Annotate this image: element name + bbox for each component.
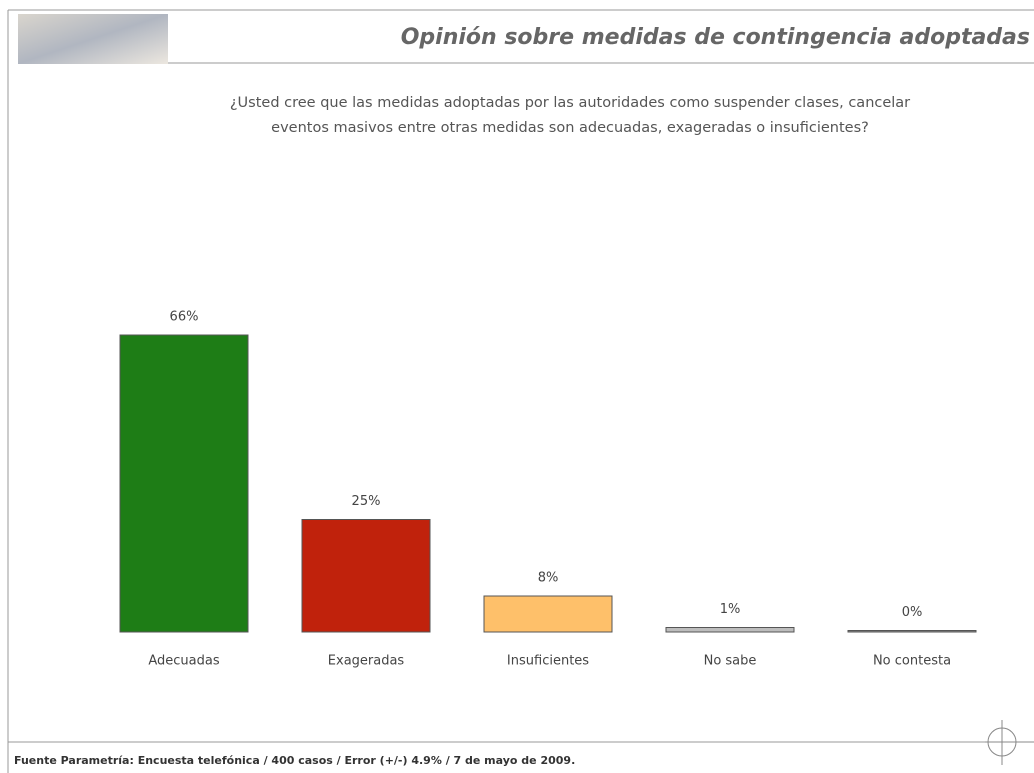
value-label: 25% bbox=[352, 494, 381, 509]
subtitle: ¿Usted cree que las medidas adoptadas po… bbox=[230, 95, 910, 111]
value-label: 0% bbox=[902, 605, 923, 620]
value-label: 1% bbox=[720, 602, 741, 617]
x-tick-label: Exageradas bbox=[328, 654, 405, 669]
bar bbox=[665, 627, 795, 633]
x-tick-label: No contesta bbox=[873, 654, 951, 669]
bar bbox=[301, 519, 431, 633]
chart-title: Opinión sobre medidas de contingencia ad… bbox=[401, 25, 1030, 50]
bar bbox=[483, 595, 613, 633]
logo bbox=[985, 720, 1034, 765]
value-label: 66% bbox=[170, 310, 199, 325]
bar bbox=[847, 630, 977, 633]
source-note: Fuente Parametría: Encuesta telefónica /… bbox=[14, 754, 575, 767]
x-tick-label: Adecuadas bbox=[148, 654, 219, 669]
header-image bbox=[18, 14, 168, 64]
value-label: 8% bbox=[538, 571, 559, 586]
x-tick-label: No sabe bbox=[704, 654, 757, 669]
bar bbox=[119, 334, 249, 633]
subtitle: eventos masivos entre otras medidas son … bbox=[271, 120, 869, 136]
x-tick-label: Insuficientes bbox=[507, 654, 589, 669]
